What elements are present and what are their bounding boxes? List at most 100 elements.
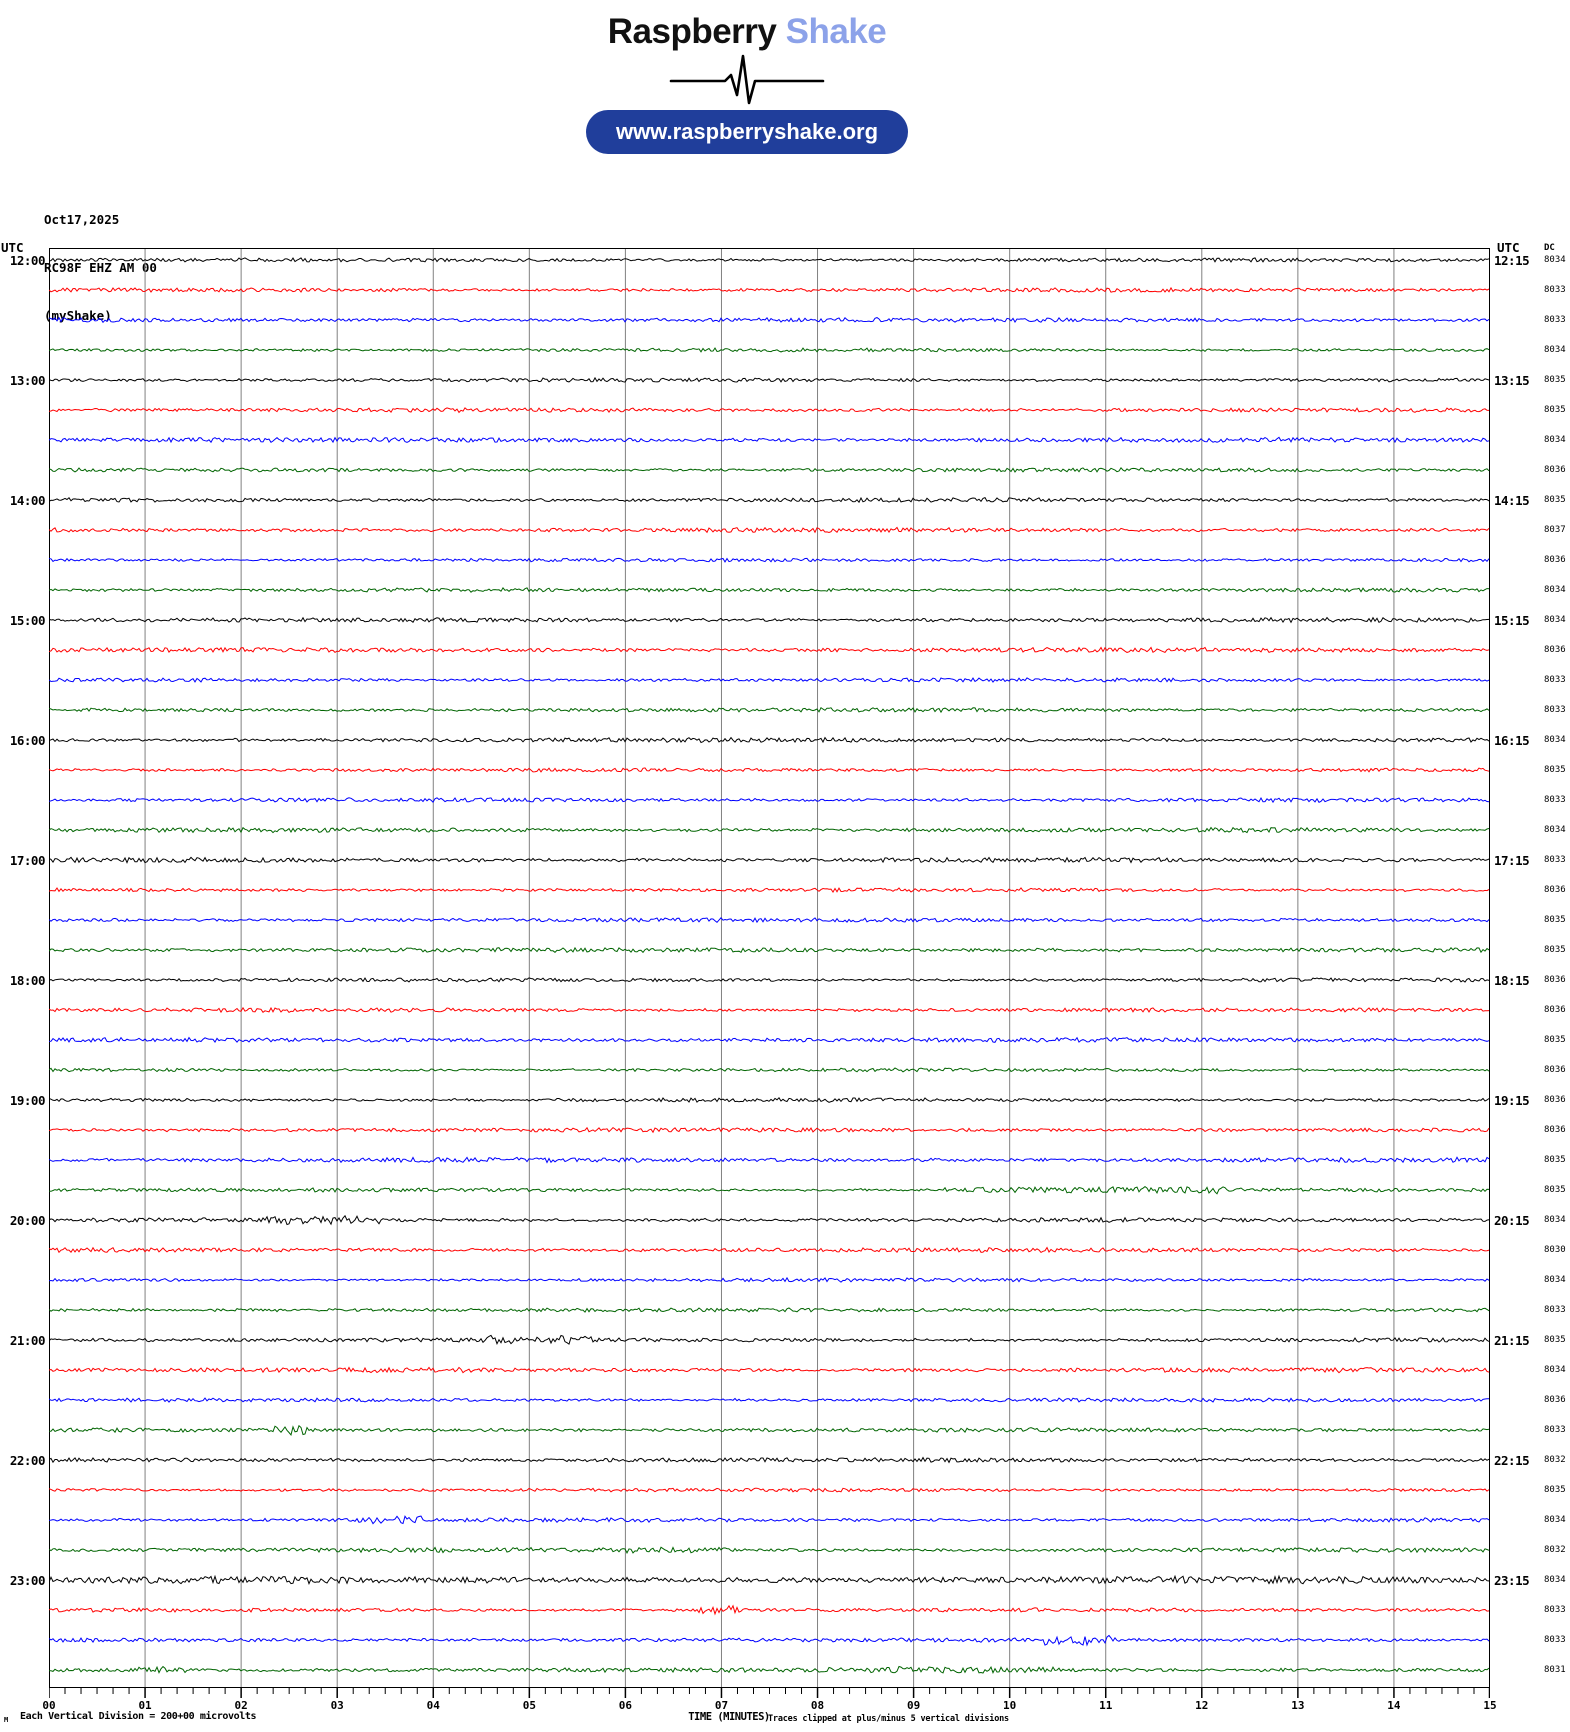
dc-value: 8036 bbox=[1544, 1095, 1566, 1105]
dc-header: DC bbox=[1544, 243, 1555, 253]
x-tick-label: 00 bbox=[42, 1699, 56, 1712]
x-tick-label: 03 bbox=[330, 1699, 344, 1712]
left-hour-label: 20:00 bbox=[9, 1213, 46, 1228]
dc-value: 8033 bbox=[1544, 1635, 1566, 1645]
seismo-trace-row-43 bbox=[49, 1546, 1490, 1555]
dc-value: 8034 bbox=[1544, 825, 1566, 835]
seismo-trace-row-31 bbox=[49, 1185, 1490, 1195]
x-tick-label: 13 bbox=[1291, 1699, 1305, 1712]
station-network: (myShake) bbox=[44, 308, 112, 323]
seismo-trace-row-46 bbox=[49, 1634, 1490, 1647]
dc-value: 8034 bbox=[1544, 1275, 1566, 1285]
left-hour-label: 12:00 bbox=[9, 253, 46, 268]
plot-border bbox=[49, 248, 1490, 1688]
seismo-trace-row-13 bbox=[49, 646, 1490, 654]
dc-value: 8032 bbox=[1544, 1455, 1566, 1465]
seismo-trace-row-5 bbox=[49, 407, 1490, 414]
seismo-trace-row-34 bbox=[49, 1276, 1490, 1283]
seismo-trace-row-42 bbox=[49, 1515, 1490, 1525]
dc-value: 8035 bbox=[1544, 1485, 1566, 1495]
clip-note: Traces clipped at plus/minus 5 vertical … bbox=[768, 1714, 1009, 1724]
dc-value: 8035 bbox=[1544, 375, 1566, 385]
x-tick-label: 08 bbox=[810, 1699, 825, 1712]
dc-value: 8033 bbox=[1544, 1425, 1566, 1435]
seismo-trace-row-32 bbox=[49, 1214, 1490, 1226]
dc-value: 8035 bbox=[1544, 1155, 1566, 1165]
right-hour-label: 21:15 bbox=[1494, 1333, 1530, 1348]
seismo-trace-row-0 bbox=[49, 257, 1490, 263]
right-hour-label: 13:15 bbox=[1494, 373, 1530, 388]
utc-header-right: UTC bbox=[1497, 240, 1520, 255]
seismo-trace-row-24 bbox=[49, 977, 1490, 983]
url-pill-button[interactable]: www.raspberryshake.org bbox=[585, 110, 909, 154]
x-tick-label: 10 bbox=[1003, 1699, 1017, 1712]
dc-value: 8034 bbox=[1544, 1515, 1566, 1525]
dc-value: 8036 bbox=[1544, 1395, 1566, 1405]
seismo-trace-row-37 bbox=[49, 1366, 1490, 1374]
dc-value: 8033 bbox=[1544, 675, 1566, 685]
seismo-trace-row-4 bbox=[49, 376, 1490, 383]
right-hour-label: 17:15 bbox=[1494, 853, 1530, 868]
x-tick-label: 15 bbox=[1483, 1699, 1497, 1712]
seismo-trace-row-40 bbox=[49, 1456, 1490, 1464]
dc-value: 8035 bbox=[1544, 765, 1566, 775]
scale-note: Each Vertical Division = 200+00 microvol… bbox=[20, 1711, 257, 1722]
left-hour-label: 15:00 bbox=[9, 613, 46, 628]
dc-value: 8035 bbox=[1544, 495, 1566, 505]
left-hour-label: 18:00 bbox=[9, 973, 46, 988]
seismo-trace-row-35 bbox=[49, 1307, 1490, 1313]
dc-value: 8036 bbox=[1544, 645, 1566, 655]
x-tick-label: 01 bbox=[138, 1699, 152, 1712]
dc-value: 8036 bbox=[1544, 1065, 1566, 1075]
seismo-trace-row-28 bbox=[49, 1097, 1490, 1103]
x-tick-label: 07 bbox=[714, 1699, 729, 1712]
logo: Raspberry Shake bbox=[0, 12, 1494, 52]
seismo-trace-row-7 bbox=[49, 466, 1490, 473]
seismo-trace-row-11 bbox=[49, 587, 1490, 593]
dc-value: 8034 bbox=[1544, 1215, 1566, 1225]
right-hour-label: 20:15 bbox=[1494, 1213, 1530, 1228]
dc-value: 8034 bbox=[1544, 615, 1566, 625]
utc-header-left: UTC bbox=[1, 240, 24, 255]
x-tick-label: 02 bbox=[234, 1699, 248, 1712]
seismo-trace-row-3 bbox=[49, 347, 1490, 353]
seismic-waveform-icon bbox=[669, 54, 825, 105]
seismo-trace-row-26 bbox=[49, 1036, 1490, 1044]
x-tick-label: 04 bbox=[426, 1699, 440, 1712]
seismo-trace-row-14 bbox=[49, 677, 1490, 683]
seismo-trace-row-41 bbox=[49, 1487, 1490, 1493]
seismo-trace-row-21 bbox=[49, 887, 1490, 894]
dc-value: 8036 bbox=[1544, 1005, 1566, 1015]
seismo-trace-row-25 bbox=[49, 1006, 1490, 1014]
station-date: Oct17,2025 bbox=[44, 212, 120, 227]
seismo-trace-row-36 bbox=[49, 1334, 1490, 1345]
seismo-trace-row-6 bbox=[49, 436, 1490, 444]
seismo-trace-row-12 bbox=[49, 616, 1490, 624]
left-hour-label: 23:00 bbox=[9, 1573, 46, 1588]
x-tick-label: 06 bbox=[618, 1699, 633, 1712]
dc-value: 8032 bbox=[1544, 1545, 1566, 1555]
seismo-trace-row-23 bbox=[49, 946, 1490, 954]
seismo-trace-row-45 bbox=[49, 1604, 1490, 1616]
x-tick-label: 09 bbox=[906, 1699, 921, 1712]
page-header: Raspberry Shake www.raspberryshake.org bbox=[0, 12, 1494, 154]
dc-value: 8037 bbox=[1544, 525, 1566, 535]
dc-value: 8034 bbox=[1544, 735, 1566, 745]
seismo-trace-row-9 bbox=[49, 526, 1490, 534]
seismo-trace-row-2 bbox=[49, 316, 1490, 324]
left-hour-label: 16:00 bbox=[9, 733, 46, 748]
seismo-trace-row-44 bbox=[49, 1574, 1490, 1585]
seismo-trace-row-39 bbox=[49, 1424, 1490, 1436]
dc-value: 8036 bbox=[1544, 975, 1566, 985]
logo-text-raspberry: Raspberry bbox=[607, 12, 777, 51]
logo-text-shake: Shake bbox=[785, 12, 887, 51]
x-tick-label: 12 bbox=[1195, 1699, 1209, 1712]
right-hour-label: 23:15 bbox=[1494, 1573, 1530, 1588]
dc-value: 8034 bbox=[1544, 585, 1566, 595]
dc-value: 8035 bbox=[1544, 945, 1566, 955]
seismo-trace-row-22 bbox=[49, 917, 1490, 924]
seismo-trace-row-1 bbox=[49, 286, 1490, 293]
seismo-trace-row-16 bbox=[49, 736, 1490, 744]
dc-value: 8035 bbox=[1544, 1185, 1566, 1195]
dc-value: 8034 bbox=[1544, 1365, 1566, 1375]
